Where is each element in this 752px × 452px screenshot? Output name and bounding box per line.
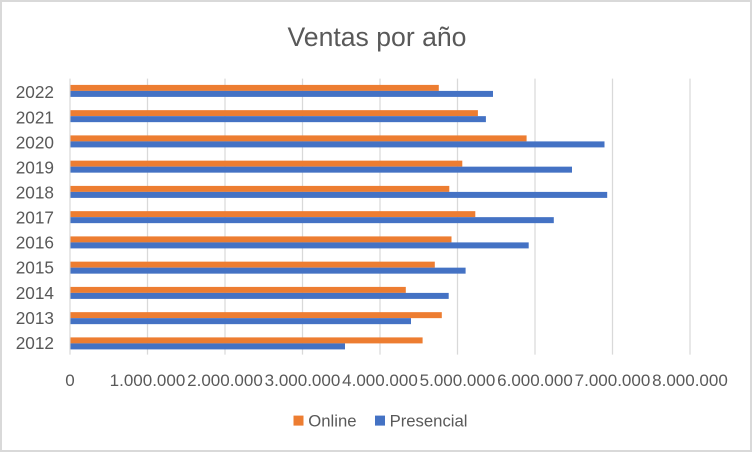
svg-text:2016: 2016: [16, 233, 54, 253]
svg-text:2018: 2018: [16, 182, 54, 202]
svg-text:2015: 2015: [16, 258, 54, 278]
svg-text:7.000.000: 7.000.000: [575, 371, 651, 390]
svg-text:2021: 2021: [16, 107, 54, 127]
svg-text:Ventas por año: Ventas por año: [288, 22, 467, 52]
svg-text:2014: 2014: [16, 283, 55, 303]
svg-text:2.000.000: 2.000.000: [187, 371, 263, 390]
svg-text:2020: 2020: [16, 132, 54, 152]
svg-text:2019: 2019: [16, 157, 54, 177]
svg-text:8.000.000: 8.000.000: [652, 371, 728, 390]
svg-text:1.000.000: 1.000.000: [110, 371, 186, 390]
svg-text:2012: 2012: [16, 333, 54, 353]
svg-text:3.000.000: 3.000.000: [265, 371, 341, 390]
svg-text:Presencial: Presencial: [390, 412, 468, 431]
svg-text:0: 0: [65, 371, 74, 390]
svg-text:5.000.000: 5.000.000: [420, 371, 496, 390]
svg-text:2013: 2013: [16, 308, 54, 328]
svg-text:2017: 2017: [16, 208, 54, 228]
svg-text:Online: Online: [308, 412, 356, 431]
svg-text:6.000.000: 6.000.000: [497, 371, 573, 390]
svg-text:2022: 2022: [16, 82, 54, 102]
svg-text:4.000.000: 4.000.000: [342, 371, 418, 390]
